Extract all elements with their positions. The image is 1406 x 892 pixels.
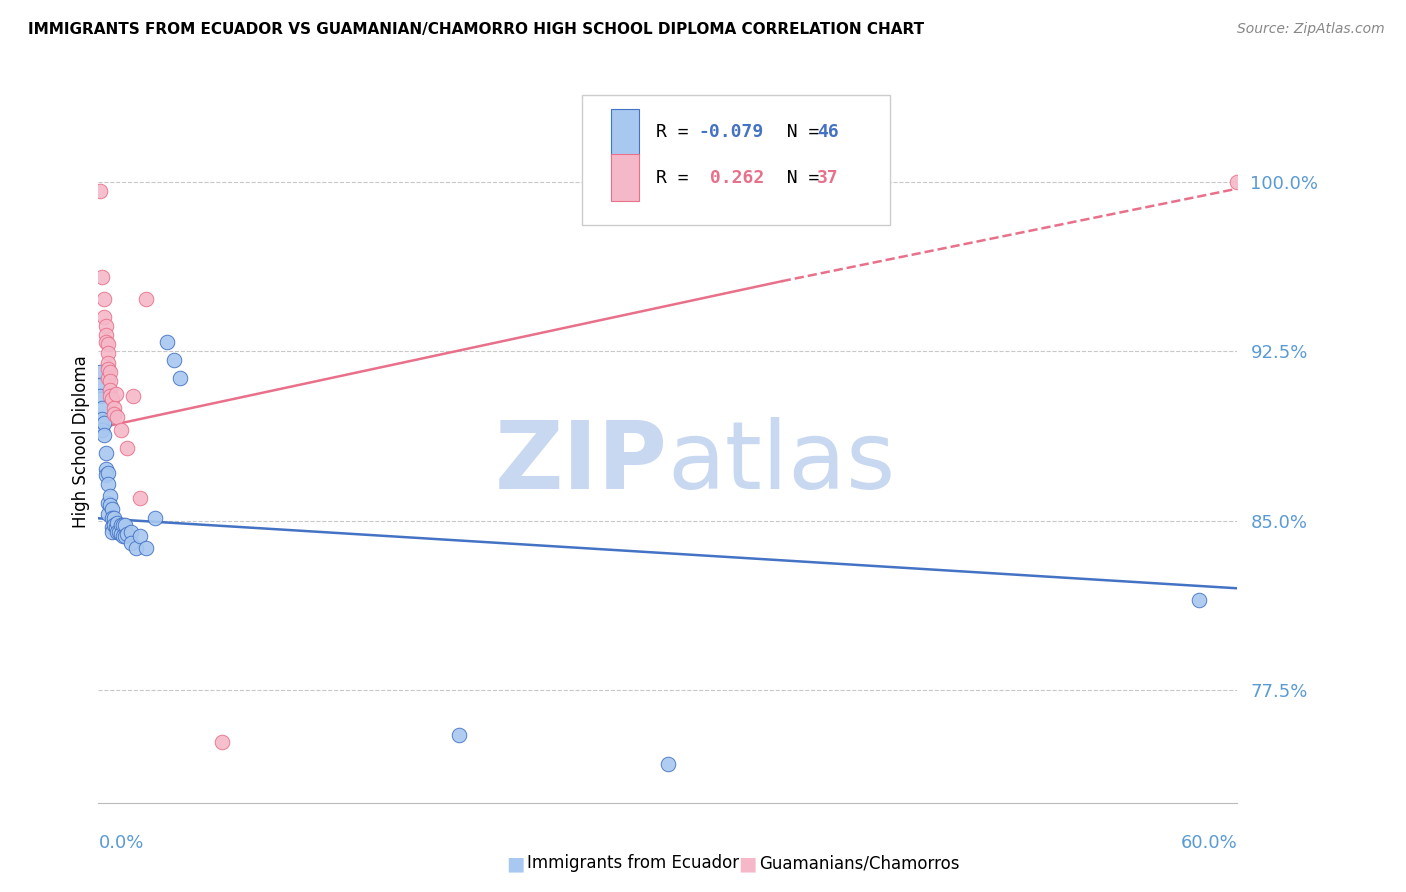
Point: [89, 365, 111, 379]
Point: [97, 371, 120, 385]
Point: [94, 335, 117, 350]
Point: [98, 383, 121, 397]
Point: [103, 511, 125, 525]
Point: [107, 516, 129, 530]
Text: 60.0%: 60.0%: [1181, 834, 1237, 852]
Text: atlas: atlas: [668, 417, 896, 509]
Text: R =: R =: [657, 169, 700, 186]
Point: [110, 518, 132, 533]
Point: [98, 374, 121, 388]
Point: [94, 461, 117, 475]
Point: [129, 491, 152, 505]
Point: [107, 524, 129, 539]
Text: ZIP: ZIP: [495, 417, 668, 509]
Point: [93, 427, 115, 442]
Y-axis label: High School Diploma: High School Diploma: [72, 355, 90, 528]
Point: [135, 541, 157, 555]
Point: [98, 498, 121, 512]
Point: [103, 408, 125, 422]
Point: [108, 524, 131, 539]
Point: [98, 389, 121, 403]
Point: [94, 328, 117, 343]
Point: [94, 446, 117, 460]
Text: 0.0%: 0.0%: [98, 834, 143, 852]
Point: [121, 389, 143, 403]
Text: -0.079: -0.079: [699, 123, 763, 141]
Point: [211, 735, 233, 749]
Text: 46: 46: [817, 123, 839, 141]
Point: [91, 269, 114, 284]
Point: [94, 468, 117, 483]
Text: 0.262: 0.262: [699, 169, 763, 186]
Point: [100, 524, 122, 539]
Text: ■: ■: [506, 854, 524, 873]
Point: [98, 365, 121, 379]
Point: [93, 310, 115, 325]
Point: [91, 412, 114, 426]
Point: [94, 319, 117, 334]
Point: [93, 293, 115, 307]
Point: [93, 417, 115, 431]
Text: 37: 37: [817, 169, 839, 186]
Point: [112, 518, 135, 533]
Text: Immigrants from Ecuador: Immigrants from Ecuador: [527, 855, 740, 872]
Point: [103, 401, 125, 415]
Point: [1188, 592, 1211, 607]
Text: Guamanians/Chamorros: Guamanians/Chamorros: [759, 855, 960, 872]
Point: [97, 362, 120, 376]
Point: [100, 520, 122, 534]
Bar: [612, 154, 640, 202]
Bar: [612, 109, 640, 156]
Point: [89, 389, 111, 403]
Point: [104, 387, 127, 401]
Point: [112, 529, 135, 543]
Point: [97, 346, 120, 360]
Point: [97, 507, 120, 521]
FancyBboxPatch shape: [582, 95, 890, 225]
Point: [91, 401, 114, 415]
Point: [97, 355, 120, 369]
Point: [97, 477, 120, 491]
Point: [120, 536, 142, 550]
Point: [145, 511, 167, 525]
Point: [114, 529, 136, 543]
Point: [89, 184, 111, 198]
Point: [104, 520, 127, 534]
Point: [103, 518, 125, 533]
Point: [97, 495, 120, 509]
Point: [115, 442, 138, 456]
Point: [163, 353, 186, 368]
Point: [97, 337, 120, 351]
Text: R =: R =: [657, 123, 700, 141]
Point: [110, 423, 132, 437]
Text: IMMIGRANTS FROM ECUADOR VS GUAMANIAN/CHAMORRO HIGH SCHOOL DIPLOMA CORRELATION CH: IMMIGRANTS FROM ECUADOR VS GUAMANIAN/CHA…: [28, 22, 924, 37]
Point: [100, 511, 122, 525]
Point: [169, 371, 191, 385]
Point: [115, 527, 138, 541]
Point: [120, 524, 142, 539]
Point: [129, 529, 152, 543]
Text: Source: ZipAtlas.com: Source: ZipAtlas.com: [1237, 22, 1385, 37]
Point: [107, 409, 129, 424]
Point: [110, 527, 132, 541]
Text: ■: ■: [738, 854, 756, 873]
Point: [100, 502, 122, 516]
Point: [91, 423, 114, 437]
Point: [135, 293, 157, 307]
Point: [449, 728, 471, 742]
Point: [657, 757, 679, 772]
Point: [98, 489, 121, 503]
Point: [156, 335, 179, 350]
Point: [1226, 175, 1249, 189]
Point: [114, 518, 136, 533]
Point: [125, 541, 148, 555]
Text: N =: N =: [765, 169, 830, 186]
Point: [89, 378, 111, 392]
Point: [97, 466, 120, 480]
Point: [100, 392, 122, 406]
Text: N =: N =: [765, 123, 830, 141]
